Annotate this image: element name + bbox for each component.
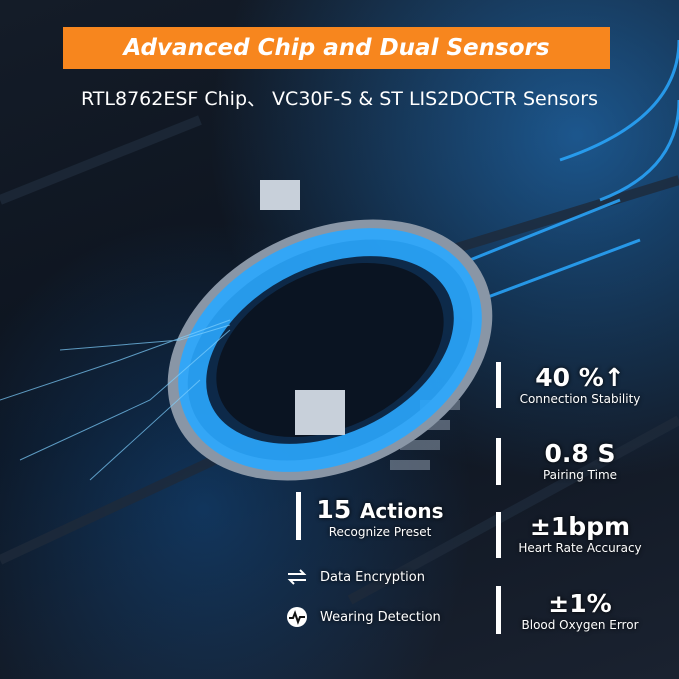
title-banner: Advanced Chip and Dual Sensors	[63, 27, 610, 69]
feature-label: Data Encryption	[320, 569, 425, 585]
stat-unit: Actions	[359, 499, 444, 523]
feature-label: Wearing Detection	[320, 609, 441, 625]
stat-value: 0.8 S	[544, 439, 616, 468]
stat-label: Recognize Preset	[328, 525, 432, 539]
divider-bar	[496, 586, 501, 634]
feature-data-encryption: Data Encryption	[286, 566, 425, 588]
stat-label: Heart Rate Accuracy	[518, 541, 642, 555]
stat-value: ±1bpm	[529, 512, 631, 541]
arrows-exchange-icon	[286, 566, 308, 588]
stat-actions: 15 Actions Recognize Preset	[300, 496, 460, 540]
subtitle: RTL8762ESF Chip、 VC30F-S & ST LIS2DOCTR …	[80, 88, 599, 110]
stat-value: 40 %↑	[535, 363, 625, 392]
stat-connection: 40 %↑ Connection Stability	[500, 364, 660, 407]
feature-wearing-detection: Wearing Detection	[286, 606, 441, 628]
stat-label: Pairing Time	[542, 468, 618, 482]
heartbeat-circle-icon	[286, 606, 308, 628]
title: Advanced Chip and Dual Sensors	[123, 35, 550, 61]
stat-value: 15	[316, 495, 352, 524]
divider-bar	[296, 492, 301, 540]
stat-label: Blood Oxygen Error	[521, 618, 639, 632]
divider-bar	[496, 438, 501, 485]
stat-heart-rate: ±1bpm Heart Rate Accuracy	[500, 513, 660, 556]
stat-pairing: 0.8 S Pairing Time	[500, 440, 660, 483]
stat-blood-oxygen: ±1% Blood Oxygen Error	[500, 590, 660, 633]
divider-bar	[496, 512, 501, 558]
divider-bar	[496, 362, 501, 408]
stat-label: Connection Stability	[519, 392, 641, 406]
stat-value: ±1%	[548, 589, 612, 618]
